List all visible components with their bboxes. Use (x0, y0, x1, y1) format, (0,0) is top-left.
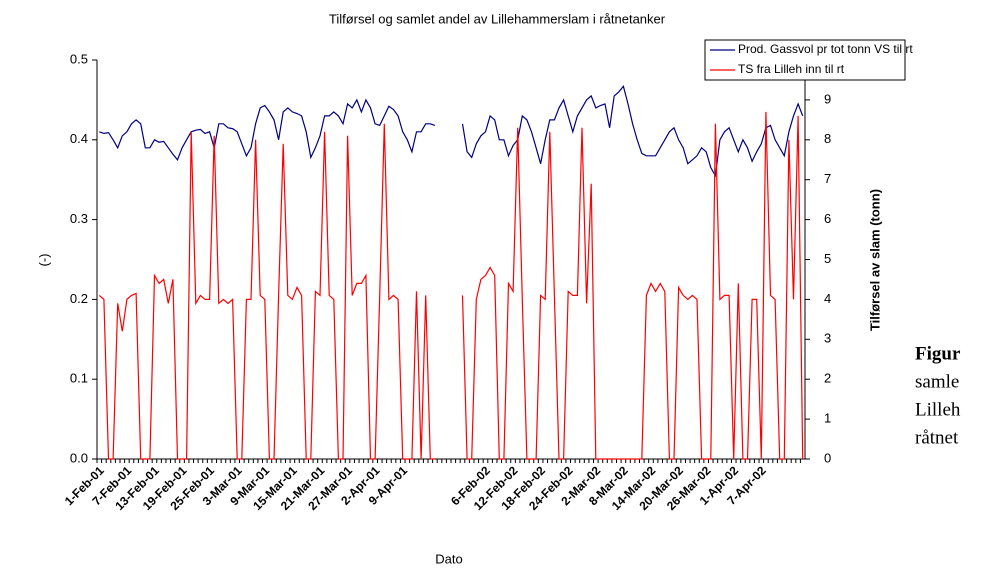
y2-tick-label: 4 (824, 291, 831, 306)
y2-tick-label: 5 (824, 251, 831, 266)
y-tick-label: 0.5 (70, 51, 88, 66)
chart-title: Tilførsel og samlet andel av Lillehammer… (329, 11, 666, 26)
y2-tick-label: 6 (824, 211, 831, 226)
series-line (99, 85, 804, 178)
y2-tick-label: 9 (824, 91, 831, 106)
legend-label: Prod. Gassvol pr tot tonn VS til rt (738, 42, 913, 56)
y-tick-label: 0.2 (70, 291, 88, 306)
y2-tick-label: 2 (824, 371, 831, 386)
caption-line: Figur (915, 343, 961, 364)
legend-box (704, 39, 906, 81)
y2-tick-label: 1 (824, 411, 831, 426)
y2-tick-label: 0 (824, 450, 831, 465)
y2-tick-label: 7 (824, 171, 831, 186)
y-axis-label: (-) (36, 254, 51, 267)
caption-line: samle (915, 371, 959, 392)
y2-axis-label: Tilførsel av slam (tonn) (867, 189, 882, 331)
y-tick-label: 0.3 (70, 211, 88, 226)
series-line (98, 111, 804, 460)
caption-line: råtnet (915, 427, 959, 448)
y-tick-label: 0.1 (70, 371, 88, 386)
y2-tick-label: 3 (824, 331, 831, 346)
x-axis-label: Dato (435, 551, 462, 566)
y-tick-label: 0.0 (70, 450, 88, 465)
caption-line: Lilleh (915, 399, 961, 420)
y2-tick-label: 8 (824, 131, 831, 146)
y-tick-label: 0.4 (70, 131, 88, 146)
legend-label: TS fra Lilleh inn til rt (738, 62, 845, 76)
